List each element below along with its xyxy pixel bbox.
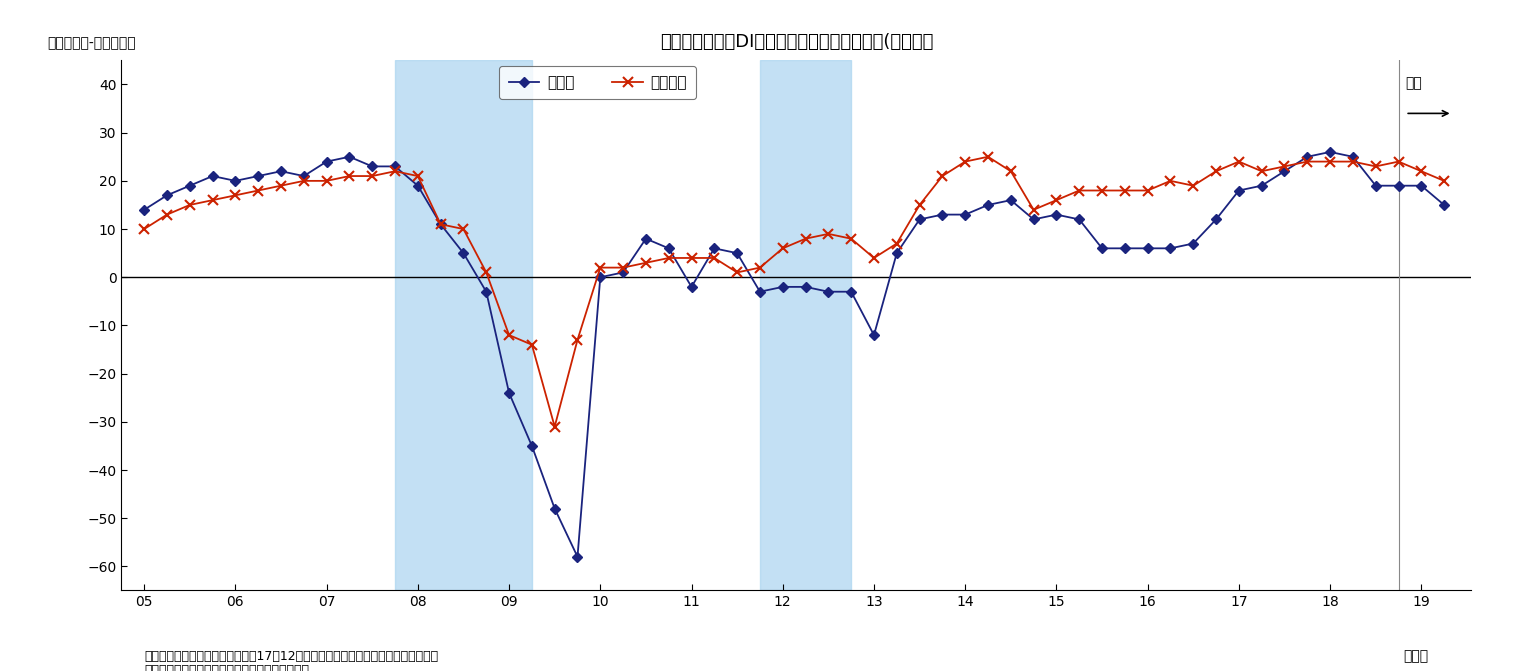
非製造業: [431, 220, 449, 228]
製造業: [1024, 215, 1042, 223]
製造業: [569, 553, 587, 561]
製造業: [1390, 182, 1408, 190]
製造業: [455, 249, 473, 257]
Bar: [394, 60, 532, 590]
Line: 製造業: 製造業: [141, 148, 1447, 560]
Bar: [760, 60, 851, 590]
非製造業: [1047, 196, 1065, 204]
非製造業: [1276, 162, 1294, 170]
Text: （資料）日本銀行「全国企業短期経済観測調査」: （資料）日本銀行「全国企業短期経済観測調査」: [144, 664, 309, 671]
非製造業: [1139, 187, 1157, 195]
非製造業: [1435, 177, 1453, 185]
非製造業: [135, 225, 153, 233]
製造業: [1435, 201, 1453, 209]
非製造業: [546, 423, 564, 431]
Text: 予測: 予測: [1405, 76, 1421, 91]
非製造業: [455, 225, 473, 233]
Text: （年）: （年）: [1403, 650, 1429, 664]
製造業: [431, 220, 449, 228]
Legend: 製造業, 非製造業: 製造業, 非製造業: [499, 66, 696, 99]
Text: （注）シャドーは景気後退期間、17年12月調査以降は調査対象見直し後の新ベース: （注）シャドーは景気後退期間、17年12月調査以降は調査対象見直し後の新ベース: [144, 650, 438, 662]
製造業: [135, 206, 153, 214]
製造業: [1115, 244, 1133, 252]
Line: 非製造業: 非製造業: [140, 152, 1449, 431]
製造業: [1321, 148, 1340, 156]
Title: 足元の業況判断DIは小幅改善・先行きは悪化(大企業）: 足元の業況判断DIは小幅改善・先行きは悪化(大企業）: [660, 32, 933, 50]
製造業: [1253, 182, 1271, 190]
Text: （「良い」-「悪い」）: （「良い」-「悪い」）: [47, 36, 135, 50]
非製造業: [1390, 158, 1408, 166]
非製造業: [978, 153, 997, 161]
